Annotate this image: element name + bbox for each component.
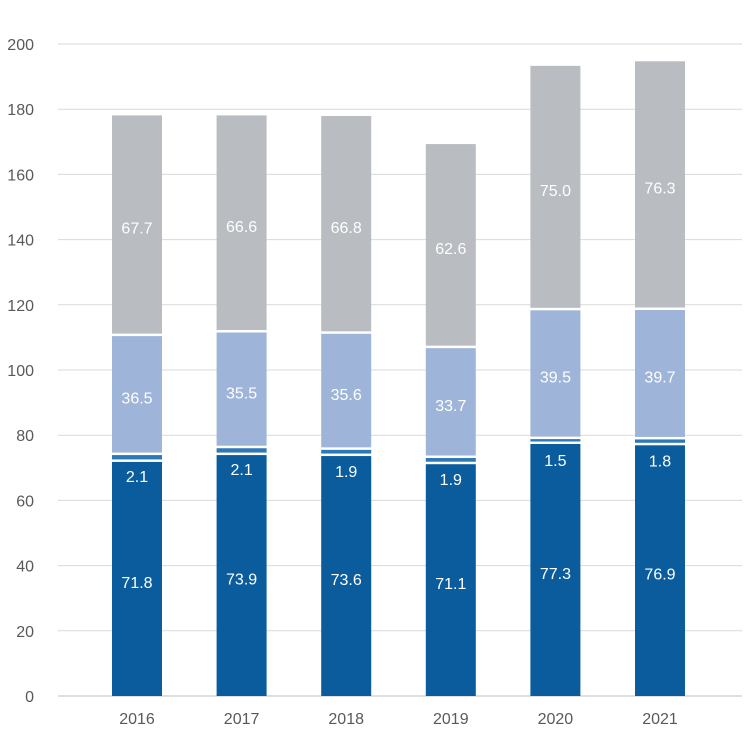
x-tick-label: 2017 [224,711,260,728]
data-label: 67.7 [121,221,152,238]
x-axis: 2016 2017 2018 2019 2020 2021 [119,711,678,728]
data-label: 76.3 [644,181,675,198]
data-label: 35.5 [226,385,257,402]
bars [112,61,685,696]
data-label: 76.9 [644,567,675,584]
data-label: 39.7 [644,370,675,387]
y-tick-label: 80 [16,428,34,445]
bar-segment [530,65,581,308]
data-label: 1.8 [649,453,671,470]
y-tick-label: 60 [16,493,34,510]
data-label: 33.7 [435,398,466,415]
bar-segment [425,464,476,696]
bar-segment [425,348,476,456]
x-tick-label: 2021 [642,711,678,728]
y-tick-label: 120 [7,298,34,315]
data-label: 77.3 [540,566,571,583]
bar-segment [216,332,267,446]
bar-segment [635,61,685,308]
x-tick-label: 2016 [119,711,155,728]
bar-segment [530,444,581,696]
data-label: 75.0 [540,183,571,200]
y-tick-label: 40 [16,559,34,576]
data-label: 66.6 [226,219,257,236]
data-label: 66.8 [331,220,362,237]
data-labels: 71.8 2.1 36.5 67.7 73.9 2.1 35.5 66.6 73.6 1.9 35.… [121,181,675,593]
data-label: 2.1 [126,469,148,486]
y-tick-label: 0 [25,689,34,706]
data-label: 1.5 [544,453,566,470]
bar-segment [112,115,162,334]
bar-segment [216,115,267,331]
bar-segment [321,333,372,448]
data-label: 1.9 [335,464,357,481]
bar-segment [112,336,162,453]
y-tick-label: 200 [7,37,34,54]
x-tick-label: 2020 [538,711,574,728]
bar-segment [425,144,476,346]
bar-segment [530,439,581,442]
bar-segment [635,445,685,696]
bar-segment [635,439,685,443]
data-label: 36.5 [121,391,152,408]
bar-segment [216,448,267,453]
bar-segment [321,116,372,332]
y-tick-label: 180 [7,102,34,119]
y-axis: 0 20 40 60 80 100 120 140 160 180 200 [7,37,34,706]
y-tick-label: 20 [16,624,34,641]
data-label: 1.9 [440,472,462,489]
data-label: 2.1 [230,462,252,479]
data-label: 71.8 [121,575,152,592]
data-label: 62.6 [435,241,466,258]
data-label: 71.1 [435,576,466,593]
bar-segment [635,310,685,437]
data-label: 73.6 [331,572,362,589]
bar-segment [112,461,162,696]
bar-segment [321,456,372,696]
x-tick-label: 2018 [328,711,364,728]
bar-segment [112,455,162,460]
bar-segment [321,449,372,454]
data-label: 35.6 [331,387,362,404]
y-tick-label: 140 [7,233,34,250]
data-label: 73.9 [226,572,257,589]
bar-segment [425,458,476,462]
data-label: 39.5 [540,370,571,387]
gridlines [58,43,742,697]
y-tick-label: 160 [7,167,34,184]
x-tick-label: 2019 [433,711,469,728]
bar-segment [530,310,581,437]
y-tick-label: 100 [7,363,34,380]
bar-segment [216,455,267,696]
